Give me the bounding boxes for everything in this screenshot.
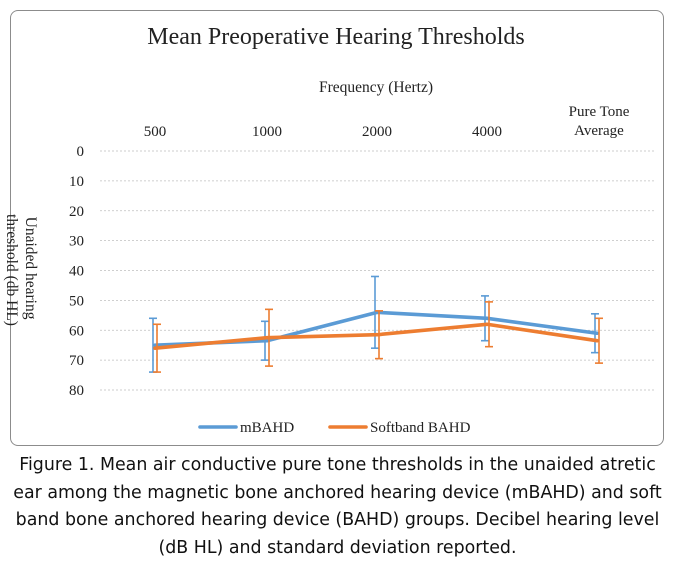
y-tick-label: 40 bbox=[69, 264, 84, 280]
x-tick-label: 1000 bbox=[252, 124, 282, 140]
error-bar bbox=[595, 317, 603, 364]
y-tick-label: 80 bbox=[69, 383, 84, 399]
data-point bbox=[375, 333, 379, 337]
y-tick-label: 10 bbox=[69, 174, 84, 190]
legend: mBAHD Softband BAHD bbox=[198, 420, 471, 436]
series-softband-bahd bbox=[153, 301, 603, 373]
figure-caption: Figure 1. Mean air conductive pure tone … bbox=[13, 455, 662, 558]
y-axis-title-line-1: Unaided hearing bbox=[22, 217, 39, 320]
y-tick-label: 50 bbox=[69, 293, 84, 309]
gridlines bbox=[100, 150, 655, 391]
legend-label: mBAHD bbox=[240, 420, 294, 436]
y-tick-label: 70 bbox=[69, 353, 84, 369]
data-point bbox=[265, 336, 269, 340]
data-point bbox=[595, 339, 599, 343]
legend-item: mBAHD bbox=[198, 420, 294, 436]
series-mbahd bbox=[149, 275, 599, 373]
y-axis-title: Unaided hearing threshold (db HL) bbox=[3, 214, 39, 326]
legend-label: Softband BAHD bbox=[370, 420, 471, 436]
data-point bbox=[485, 316, 489, 320]
y-tick-labels: 0 10 20 30 40 50 60 70 80 bbox=[69, 144, 84, 399]
y-axis-title-line-2: threshold (db HL) bbox=[3, 214, 20, 326]
line-chart: Mean Preoperative Hearing Thresholds Fre… bbox=[3, 24, 655, 436]
data-point bbox=[485, 322, 489, 326]
x-axis-title: Frequency (Hertz) bbox=[319, 79, 433, 96]
data-point bbox=[595, 331, 599, 335]
data-point bbox=[265, 339, 269, 343]
series-line bbox=[153, 322, 599, 350]
y-tick-label: 0 bbox=[77, 144, 85, 160]
data-point bbox=[153, 346, 157, 350]
x-tick-label-line-2: Average bbox=[574, 123, 624, 139]
y-tick-label: 60 bbox=[69, 323, 84, 339]
x-tick-label: 4000 bbox=[472, 124, 502, 140]
x-tick-labels: 500 1000 2000 4000 Pure Tone Average bbox=[144, 104, 630, 140]
legend-item: Softband BAHD bbox=[328, 420, 471, 436]
series bbox=[149, 275, 603, 373]
data-point bbox=[153, 343, 157, 347]
chart-title: Mean Preoperative Hearing Thresholds bbox=[147, 24, 524, 50]
y-tick-label: 30 bbox=[69, 234, 84, 250]
chart-frame bbox=[10, 10, 664, 446]
x-tick-label: 2000 bbox=[362, 124, 392, 140]
y-tick-label: 20 bbox=[69, 204, 84, 220]
x-tick-label-line-1: Pure Tone bbox=[569, 104, 630, 120]
x-tick-label: 500 bbox=[144, 124, 167, 140]
x-tick-label: Pure Tone Average bbox=[569, 104, 630, 139]
